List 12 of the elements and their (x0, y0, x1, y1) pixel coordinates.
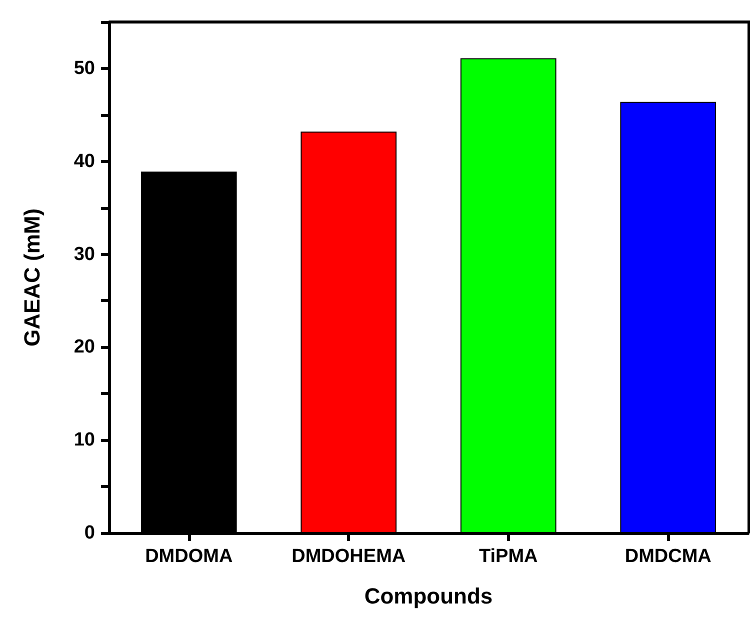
y-tick-label: 40 (74, 150, 95, 172)
y-tick-label: 0 (84, 522, 95, 544)
x-tick-label: DMDOHEMA (292, 546, 406, 567)
y-tick-label: 20 (74, 336, 95, 358)
y-axis-title: GAEAC (mM) (20, 208, 44, 347)
x-tick-label: DMDCMA (624, 546, 712, 567)
y-tick-label: 50 (74, 58, 95, 79)
x-tick-label: DMDOMA (145, 546, 233, 567)
y-tick-label: 10 (74, 430, 95, 451)
x-tick-label: TiPMA (478, 546, 538, 567)
y-tick-label: 30 (74, 244, 95, 265)
x-axis-title: Compounds (364, 584, 493, 608)
